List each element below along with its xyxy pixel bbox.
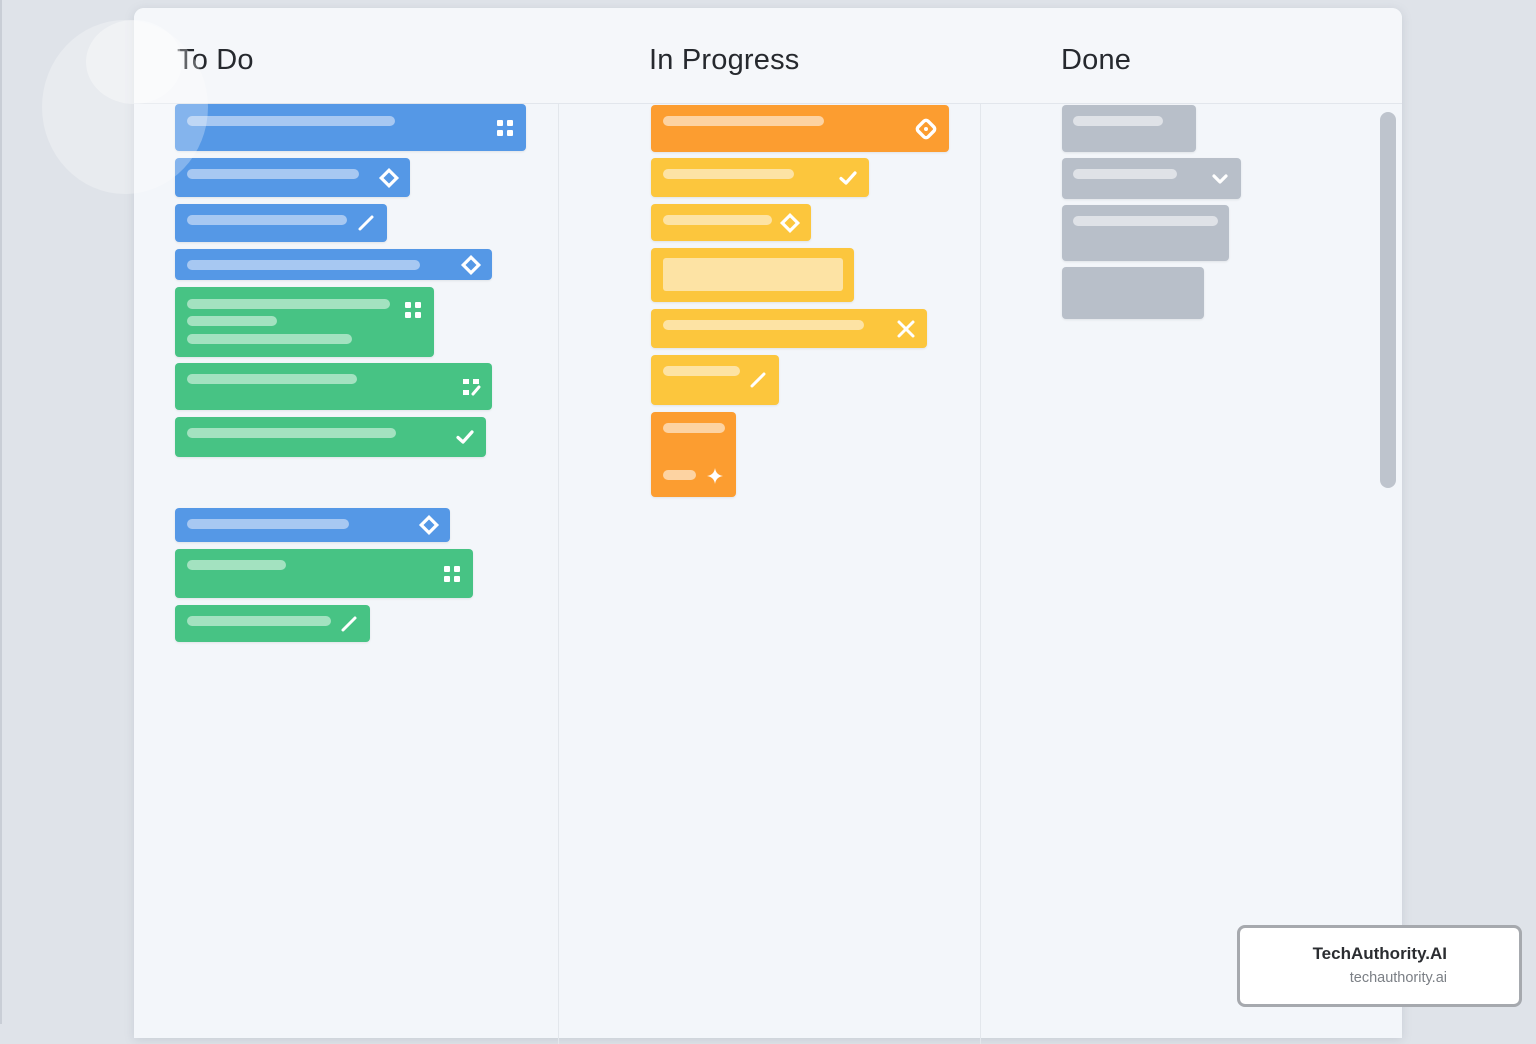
task-card-todo-2[interactable] bbox=[175, 158, 410, 197]
close-icon[interactable] bbox=[895, 318, 917, 340]
card-text-placeholder bbox=[187, 334, 352, 344]
card-text-placeholder bbox=[1073, 169, 1177, 179]
card-text-placeholder bbox=[663, 423, 725, 433]
check-icon[interactable] bbox=[837, 167, 859, 189]
card-text-placeholder bbox=[187, 299, 390, 309]
card-text-placeholder bbox=[187, 316, 277, 326]
vertical-scrollbar[interactable] bbox=[1380, 112, 1396, 488]
watermark-title: TechAuthority.AI bbox=[1312, 944, 1447, 963]
task-card-in-progress-6[interactable] bbox=[651, 355, 779, 405]
chevron-down-icon[interactable] bbox=[1209, 168, 1231, 190]
card-content-block bbox=[663, 258, 843, 291]
pencil-icon[interactable] bbox=[747, 369, 769, 391]
diamond-icon[interactable] bbox=[460, 254, 482, 276]
task-card-todo-6[interactable] bbox=[175, 363, 492, 410]
watermark-badge: TechAuthority.AI techauthority.ai bbox=[1237, 925, 1522, 1007]
diamond-icon[interactable] bbox=[779, 212, 801, 234]
task-card-todo-8[interactable] bbox=[175, 508, 450, 542]
task-card-todo-1[interactable] bbox=[175, 104, 526, 151]
pencil-icon[interactable] bbox=[338, 613, 360, 635]
task-card-todo-9[interactable] bbox=[175, 549, 473, 598]
card-text-placeholder bbox=[663, 320, 864, 330]
task-card-done-3[interactable] bbox=[1062, 205, 1229, 261]
card-text-placeholder bbox=[187, 215, 347, 225]
task-card-done-1[interactable] bbox=[1062, 105, 1196, 152]
grid-icon[interactable] bbox=[441, 563, 463, 585]
column-divider bbox=[980, 104, 981, 1044]
sparkle-icon[interactable] bbox=[704, 465, 726, 487]
task-card-todo-4[interactable] bbox=[175, 249, 492, 280]
grid-icon[interactable] bbox=[494, 117, 516, 139]
card-text-placeholder bbox=[187, 616, 331, 626]
task-card-todo-10[interactable] bbox=[175, 605, 370, 642]
card-text-placeholder bbox=[187, 560, 286, 570]
target-icon[interactable] bbox=[913, 116, 939, 142]
watermark-url: techauthority.ai bbox=[1349, 970, 1447, 986]
task-card-in-progress-5[interactable] bbox=[651, 309, 927, 348]
card-text-placeholder bbox=[663, 470, 696, 480]
column-divider bbox=[558, 104, 559, 1044]
task-card-in-progress-4[interactable] bbox=[651, 248, 854, 302]
page-edge bbox=[0, 0, 2, 1024]
task-card-todo-3[interactable] bbox=[175, 204, 387, 242]
column-title-todo: To Do bbox=[177, 44, 254, 76]
card-text-placeholder bbox=[663, 169, 794, 179]
task-card-todo-7[interactable] bbox=[175, 417, 486, 457]
card-text-placeholder bbox=[663, 366, 740, 376]
card-text-placeholder bbox=[663, 116, 824, 126]
card-text-placeholder bbox=[187, 260, 420, 270]
board-header: To Do In Progress Done bbox=[134, 8, 1402, 104]
column-title-done: Done bbox=[1061, 44, 1132, 76]
card-text-placeholder bbox=[187, 374, 357, 384]
task-card-done-4[interactable] bbox=[1062, 267, 1204, 319]
diamond-icon[interactable] bbox=[378, 167, 400, 189]
card-text-placeholder bbox=[1073, 116, 1163, 126]
pencil-icon[interactable] bbox=[355, 212, 377, 234]
task-card-in-progress-1[interactable] bbox=[651, 105, 949, 152]
card-text-placeholder bbox=[1073, 216, 1218, 226]
diamond-icon[interactable] bbox=[418, 514, 440, 536]
task-card-todo-5[interactable] bbox=[175, 287, 434, 357]
card-text-placeholder bbox=[187, 169, 359, 179]
task-card-done-2[interactable] bbox=[1062, 158, 1241, 199]
grid-icon[interactable] bbox=[402, 299, 424, 321]
card-text-placeholder bbox=[187, 116, 395, 126]
card-text-placeholder bbox=[187, 428, 396, 438]
check-icon[interactable] bbox=[454, 426, 476, 448]
task-card-in-progress-3[interactable] bbox=[651, 204, 811, 241]
task-card-in-progress-2[interactable] bbox=[651, 158, 869, 197]
card-text-placeholder bbox=[187, 519, 349, 529]
column-title-in-progress: In Progress bbox=[649, 44, 800, 76]
task-card-in-progress-7[interactable] bbox=[651, 412, 736, 497]
expand-icon[interactable] bbox=[460, 376, 482, 398]
card-text-placeholder bbox=[663, 215, 772, 225]
